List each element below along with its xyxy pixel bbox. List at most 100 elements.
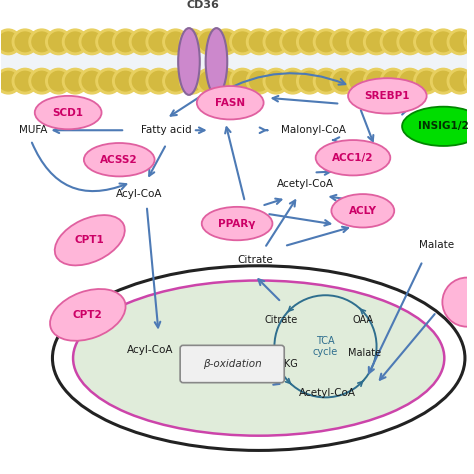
Circle shape [366,32,386,52]
Circle shape [0,32,18,52]
Ellipse shape [197,86,264,119]
Circle shape [417,71,437,91]
Circle shape [116,32,135,52]
Circle shape [113,29,138,55]
Circle shape [63,68,88,94]
Text: Malate: Malate [419,240,454,250]
Circle shape [313,29,339,55]
Text: Citrate: Citrate [237,255,273,265]
Circle shape [249,71,269,91]
Ellipse shape [50,289,126,341]
Circle shape [246,68,272,94]
Circle shape [263,29,289,55]
Text: β-oxidation: β-oxidation [203,359,262,369]
Circle shape [196,68,222,94]
Text: FASN: FASN [215,98,245,108]
Circle shape [447,68,473,94]
Ellipse shape [316,140,390,175]
Circle shape [32,32,52,52]
Text: Acetyl-CoA: Acetyl-CoA [299,389,356,399]
Circle shape [280,68,305,94]
Circle shape [180,29,205,55]
Circle shape [350,32,369,52]
Text: MUFA: MUFA [19,125,47,135]
Circle shape [0,68,4,94]
Text: CPT2: CPT2 [73,310,103,320]
Circle shape [300,32,319,52]
Text: Fatty acid: Fatty acid [141,125,191,135]
Circle shape [149,32,169,52]
Circle shape [182,71,202,91]
Circle shape [364,68,389,94]
Circle shape [333,71,353,91]
Circle shape [300,71,319,91]
Circle shape [450,32,470,52]
Circle shape [15,71,35,91]
Circle shape [163,29,188,55]
Circle shape [297,68,322,94]
Circle shape [49,71,68,91]
Ellipse shape [402,107,474,146]
Circle shape [196,29,222,55]
Ellipse shape [73,281,444,436]
Text: Pyr: Pyr [442,297,458,307]
Circle shape [0,32,1,52]
Circle shape [216,71,236,91]
Circle shape [330,29,356,55]
Circle shape [199,32,219,52]
Circle shape [182,32,202,52]
Ellipse shape [84,143,155,176]
Circle shape [383,32,403,52]
Circle shape [430,68,456,94]
Circle shape [129,29,155,55]
Circle shape [0,29,21,55]
Circle shape [99,32,118,52]
Ellipse shape [348,78,427,114]
Circle shape [464,29,474,55]
Circle shape [380,68,406,94]
Circle shape [316,32,336,52]
Circle shape [29,68,55,94]
Circle shape [15,32,35,52]
Text: SREBP1: SREBP1 [365,91,410,101]
Text: CD36: CD36 [186,0,219,10]
Text: OAA: OAA [352,315,374,325]
Text: Malate: Malate [348,348,382,358]
Circle shape [146,29,172,55]
Circle shape [433,32,453,52]
Ellipse shape [178,28,200,95]
Circle shape [146,68,172,94]
Text: Acyl-CoA: Acyl-CoA [128,345,174,355]
Circle shape [417,32,437,52]
FancyBboxPatch shape [1,49,467,74]
Circle shape [280,29,305,55]
Circle shape [364,29,389,55]
Circle shape [113,68,138,94]
Circle shape [96,68,121,94]
Circle shape [65,32,85,52]
Circle shape [266,32,286,52]
Circle shape [297,29,322,55]
Ellipse shape [331,194,394,228]
Circle shape [380,29,406,55]
Circle shape [199,71,219,91]
Text: Acyl-CoA: Acyl-CoA [116,189,162,199]
Circle shape [397,68,423,94]
Ellipse shape [206,28,227,95]
Circle shape [397,29,423,55]
Circle shape [400,32,419,52]
Text: ACC1/2: ACC1/2 [332,153,374,163]
Ellipse shape [202,207,273,240]
Circle shape [430,29,456,55]
Circle shape [400,71,419,91]
Circle shape [49,32,68,52]
Circle shape [82,32,102,52]
Ellipse shape [55,215,125,265]
Circle shape [313,68,339,94]
Circle shape [163,68,188,94]
Text: ACSS2: ACSS2 [100,155,138,164]
Circle shape [0,71,18,91]
Circle shape [180,68,205,94]
Circle shape [149,71,169,91]
Circle shape [99,71,118,91]
